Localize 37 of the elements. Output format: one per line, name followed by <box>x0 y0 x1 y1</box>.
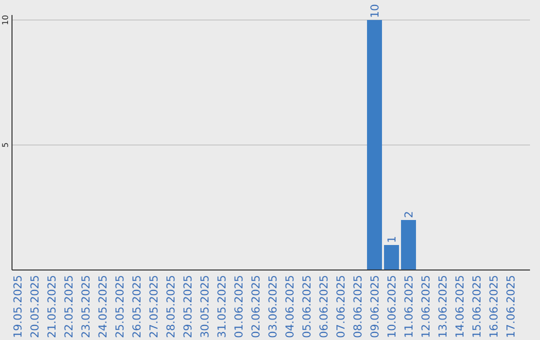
x-tick-label: 29.05.2025 <box>182 275 194 338</box>
x-tick-label: 05.06.2025 <box>300 275 314 338</box>
y-tick-label: 5 <box>1 142 10 148</box>
data-label: 10 <box>368 4 382 18</box>
x-tick-label: 08.06.2025 <box>352 275 364 338</box>
bar <box>367 20 382 270</box>
x-tick-label: 13.06.2025 <box>436 275 450 338</box>
x-tick-label: 22.05.2025 <box>62 275 76 338</box>
x-tick-label: 20.05.2025 <box>28 275 42 338</box>
x-tick-label: 12.06.2025 <box>420 275 432 338</box>
x-tick-label: 26.05.2025 <box>130 275 144 338</box>
x-tick-label: 07.06.2025 <box>334 275 348 338</box>
x-tick-label: 04.06.2025 <box>284 275 296 338</box>
x-tick-label: 25.05.2025 <box>114 275 126 338</box>
bar <box>384 245 399 270</box>
x-tick-label: 19.05.2025 <box>12 275 24 338</box>
x-tick-label: 28.05.2025 <box>164 275 178 338</box>
x-tick-label: 23.05.2025 <box>80 275 92 338</box>
x-tick-label: 09.06.2025 <box>368 275 382 338</box>
x-tick-label: 31.05.2025 <box>216 275 228 338</box>
data-label: 2 <box>402 211 416 218</box>
x-tick-label: 17.06.2025 <box>504 275 518 338</box>
x-tick-label: 06.06.2025 <box>318 275 330 338</box>
x-tick-label: 02.06.2025 <box>250 275 262 338</box>
x-tick-label: 11.06.2025 <box>402 275 416 338</box>
x-tick-label: 10.06.2025 <box>386 275 398 338</box>
x-tick-label: 21.05.2025 <box>46 275 58 338</box>
data-label: 1 <box>386 236 398 243</box>
x-tick-label: 15.06.2025 <box>470 275 484 338</box>
x-tick-label: 24.05.2025 <box>96 275 110 338</box>
x-tick-label: 30.05.2025 <box>198 275 212 338</box>
x-tick-label: 14.06.2025 <box>454 275 466 338</box>
x-tick-label: 03.06.2025 <box>266 275 280 338</box>
x-tick-label: 01.06.2025 <box>232 275 246 338</box>
bar <box>401 220 416 270</box>
x-tick-label: 16.06.2025 <box>488 275 500 338</box>
x-tick-label: 27.05.2025 <box>148 275 160 338</box>
